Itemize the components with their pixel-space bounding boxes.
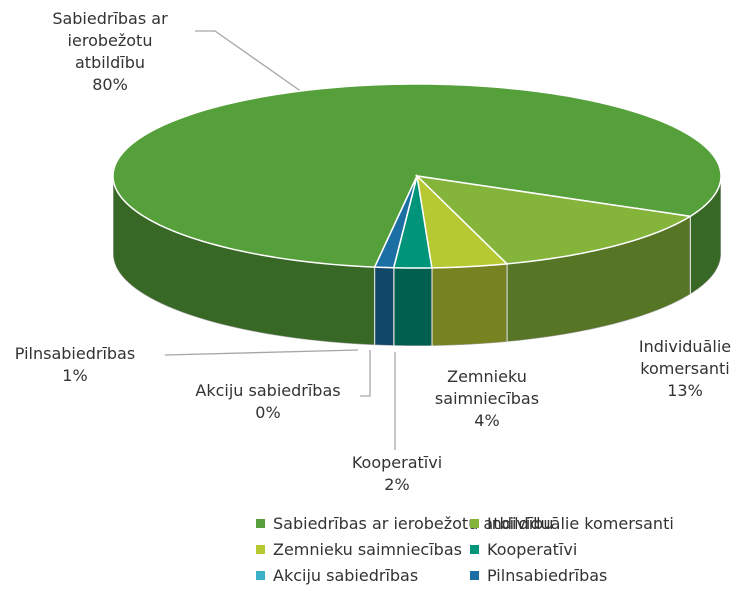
legend-item: Individuālie komersanti [470, 514, 674, 534]
legend-item: Akciju sabiedrības [256, 566, 418, 586]
legend-swatch [256, 545, 265, 554]
pie-slice [392, 175, 433, 269]
legend-item: Sabiedrības ar ierobežotu atbildību [256, 514, 553, 534]
data-label-value: 0% [255, 403, 281, 422]
pie-side-shade [690, 176, 721, 295]
legend-item: Kooperatīvi [470, 540, 577, 560]
legend-label: Zemnieku saimniecības [273, 540, 462, 559]
legend-item: Zemnieku saimniecības [256, 540, 462, 560]
legend-label: Sabiedrības ar ierobežotu atbildību [273, 514, 554, 533]
legend-swatch [470, 571, 479, 580]
legend-label: Akciju sabiedrības [273, 566, 419, 585]
leader-lines [164, 30, 396, 450]
data-label-name: Zemnieku saimniecības [434, 367, 540, 408]
legend-item: Pilnsabiedrības [470, 566, 607, 586]
data-label-name: Kooperatīvi [351, 453, 443, 472]
data-label-value: 1% [62, 366, 88, 385]
data-label-value: 80% [92, 75, 128, 94]
pie-side-shade [393, 267, 432, 346]
data-label: Pilnsabiedrības 1% [0, 343, 155, 387]
legend-label: Pilnsabiedrības [487, 566, 608, 585]
legend-swatch [470, 545, 479, 554]
data-label-name: Pilnsabiedrības [14, 344, 136, 363]
data-label: Kooperatīvi 2% [327, 452, 467, 496]
pie-sides [112, 175, 722, 347]
pie-side-shade [374, 267, 394, 346]
leader-line [360, 350, 371, 397]
leader-line [195, 30, 303, 93]
pie-side-shade [431, 263, 507, 346]
pie-side-shade [113, 176, 375, 346]
data-label-value: 13% [667, 381, 703, 400]
leader-line [164, 349, 359, 356]
pie-side-shade [506, 216, 691, 342]
legend-label: Individuālie komersanti [487, 514, 674, 533]
data-label-name: Individuālie komersanti [638, 337, 732, 378]
legend-swatch [470, 519, 479, 528]
data-label: Individuālie komersanti 13% [625, 336, 742, 402]
pie-tops [112, 83, 722, 269]
data-label: Sabiedrības ar ierobežotu atbildību 80% [40, 8, 180, 96]
pie-slice [415, 173, 509, 269]
legend-label: Kooperatīvi [487, 540, 578, 559]
data-label-value: 4% [474, 411, 500, 430]
data-label-value: 2% [384, 475, 410, 494]
pie-slice [373, 175, 418, 269]
data-label-name: Sabiedrības ar ierobežotu atbildību [52, 9, 168, 72]
legend-swatch [256, 571, 265, 580]
legend-swatch [256, 519, 265, 528]
data-label: Zemnieku saimniecības 4% [427, 366, 547, 432]
data-label-name: Akciju sabiedrības [195, 381, 341, 400]
data-label: Akciju sabiedrības 0% [168, 380, 368, 424]
